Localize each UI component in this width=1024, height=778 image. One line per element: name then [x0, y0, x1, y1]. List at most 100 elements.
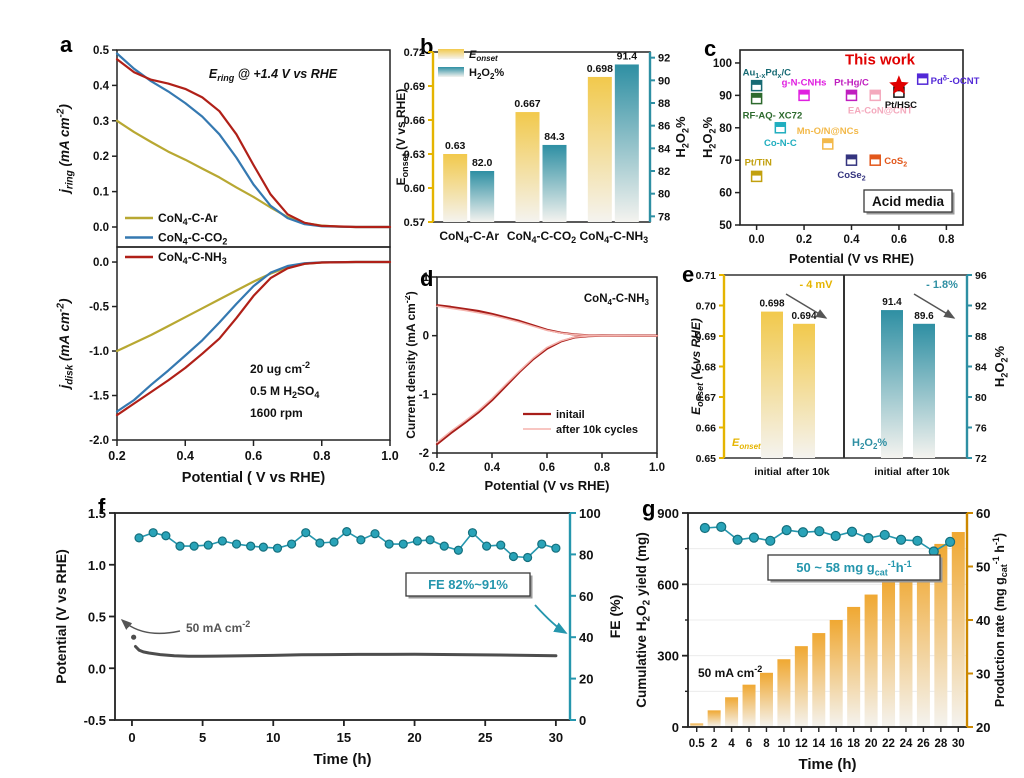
svg-text:24: 24: [900, 738, 913, 750]
svg-text:0.2: 0.2: [429, 462, 445, 474]
svg-text:0.70: 0.70: [696, 301, 717, 313]
svg-text:60: 60: [719, 188, 732, 200]
svg-text:-1: -1: [419, 389, 430, 401]
svg-text:96: 96: [975, 270, 987, 282]
svg-text:Cumulative H2O2 yield (mg): Cumulative H2O2 yield (mg): [634, 532, 652, 707]
svg-text:H2O2%: H2O2%: [852, 437, 887, 451]
svg-text:Pt/TiN: Pt/TiN: [745, 157, 772, 168]
svg-text:50 ~ 58 mg gcat-1h-1: 50 ~ 58 mg gcat-1h-1: [796, 559, 911, 577]
svg-text:20 ug cm-2: 20 ug cm-2: [250, 360, 310, 376]
svg-text:0.698: 0.698: [587, 63, 613, 75]
svg-text:H2O2%: H2O2%: [469, 67, 504, 81]
svg-text:CoSe2: CoSe2: [837, 170, 865, 182]
svg-text:82.0: 82.0: [472, 157, 493, 169]
svg-text:-0.5: -0.5: [89, 302, 109, 314]
svg-text:12: 12: [795, 738, 808, 750]
svg-text:84.3: 84.3: [544, 131, 565, 143]
svg-text:78: 78: [658, 211, 670, 223]
svg-text:0.0: 0.0: [88, 661, 106, 676]
svg-text:76: 76: [975, 423, 987, 435]
svg-text:1: 1: [423, 272, 430, 284]
svg-text:CoS2: CoS2: [884, 156, 907, 168]
svg-text:0.2: 0.2: [108, 449, 125, 463]
svg-text:0.69: 0.69: [696, 331, 717, 343]
svg-text:- 1.8%: - 1.8%: [926, 279, 958, 291]
svg-text:0.8: 0.8: [313, 449, 330, 463]
svg-text:jdisk (mA cm-2): jdisk (mA cm-2): [56, 298, 76, 390]
svg-text:1.0: 1.0: [649, 462, 665, 474]
svg-text:EA-CoN@CNT: EA-CoN@CNT: [848, 105, 913, 116]
svg-text:82: 82: [658, 166, 670, 178]
svg-text:5: 5: [199, 730, 206, 745]
svg-text:40: 40: [579, 630, 593, 645]
svg-text:91.4: 91.4: [882, 297, 902, 308]
svg-text:Mn-O/N@NCs: Mn-O/N@NCs: [797, 126, 859, 137]
svg-text:86: 86: [658, 121, 670, 133]
svg-text:30: 30: [549, 730, 563, 745]
svg-text:Production rate (mg gcat-1 h-1: Production rate (mg gcat-1 h-1): [991, 533, 1009, 707]
svg-text:0.5: 0.5: [689, 738, 706, 750]
panel-e-chart: 0.65 0.66 0.67 0.68 0.69 0.70 0.71 72 76 80 84 88 92…: [689, 270, 1009, 478]
svg-text:0.1: 0.1: [93, 187, 110, 199]
svg-text:10: 10: [778, 738, 791, 750]
svg-text:900: 900: [657, 506, 679, 521]
svg-text:28: 28: [934, 738, 947, 750]
svg-text:100: 100: [713, 58, 732, 70]
svg-text:0: 0: [128, 730, 135, 745]
svg-text:0.6: 0.6: [539, 462, 555, 474]
svg-text:60: 60: [976, 506, 990, 521]
svg-text:92: 92: [658, 53, 670, 65]
svg-text:0.4: 0.4: [484, 462, 501, 474]
svg-text:0.5: 0.5: [93, 45, 110, 57]
panel-f-label: f: [98, 494, 106, 519]
panel-c-chart: 50 60 70 80 90 100 0.0 0.2 0.4 0.6 0.8 Potential (V…: [700, 49, 980, 266]
svg-text:20: 20: [865, 738, 878, 750]
panel-d: 1 0 -1 -2 0.2 0.4 0.6 0.8 1.0 Potential (V vs RHE…: [402, 256, 700, 499]
svg-text:91.4: 91.4: [617, 50, 638, 62]
svg-text:g-N-CNHs: g-N-CNHs: [782, 77, 827, 88]
svg-text:1600 rpm: 1600 rpm: [250, 406, 303, 420]
svg-text:jring (mA cm-2): jring (mA cm-2): [56, 104, 76, 195]
svg-text:initial: initial: [874, 466, 902, 478]
svg-text:0.66: 0.66: [696, 423, 717, 435]
svg-text:89.6: 89.6: [914, 311, 934, 322]
svg-text:after 10k cycles: after 10k cycles: [556, 424, 638, 436]
svg-text:0: 0: [423, 331, 429, 343]
svg-text:Eonset: Eonset: [469, 49, 498, 63]
panel-g-label: g: [642, 496, 656, 521]
svg-text:FE (%): FE (%): [607, 595, 623, 639]
svg-text:80: 80: [975, 392, 987, 404]
svg-text:CoN4-C-CO2: CoN4-C-CO2: [507, 229, 576, 245]
svg-text:after 10k: after 10k: [786, 466, 829, 478]
svg-text:H2O2%: H2O2%: [700, 117, 717, 159]
svg-text:0.6: 0.6: [245, 449, 262, 463]
svg-text:30: 30: [976, 667, 990, 682]
svg-text:0.5 M H2SO4: 0.5 M H2SO4: [250, 384, 319, 400]
svg-text:600: 600: [657, 577, 679, 592]
svg-text:-2: -2: [419, 448, 429, 460]
svg-text:- 4 mV: - 4 mV: [799, 279, 833, 291]
svg-text:-0.5: -0.5: [84, 713, 106, 728]
svg-text:0.69: 0.69: [404, 81, 425, 93]
svg-text:Eonset (V vs RHE): Eonset (V vs RHE): [689, 318, 705, 415]
svg-text:0.65: 0.65: [696, 453, 717, 465]
svg-text:-2.0: -2.0: [89, 435, 109, 447]
svg-text:0.667: 0.667: [514, 98, 540, 110]
svg-text:0.4: 0.4: [844, 234, 861, 246]
svg-text:Pt/HSC: Pt/HSC: [885, 100, 917, 111]
svg-text:Eonset (V vs RHE): Eonset (V vs RHE): [395, 89, 410, 186]
svg-text:0.63: 0.63: [404, 149, 425, 161]
panel-f: -0.5 0.0 0.5 1.0 1.5 0 20 40 60 80 100 0 5 10 15 20 25 30…: [38, 493, 638, 778]
svg-text:0.57: 0.57: [404, 217, 425, 229]
svg-text:60: 60: [579, 589, 593, 604]
svg-text:16: 16: [830, 738, 843, 750]
svg-text:6: 6: [746, 738, 752, 750]
svg-text:25: 25: [478, 730, 492, 745]
svg-text:80: 80: [658, 189, 670, 201]
svg-text:0.0: 0.0: [749, 234, 765, 246]
svg-text:70: 70: [719, 155, 732, 167]
svg-text:50: 50: [719, 220, 732, 232]
svg-text:0.8: 0.8: [594, 462, 611, 474]
